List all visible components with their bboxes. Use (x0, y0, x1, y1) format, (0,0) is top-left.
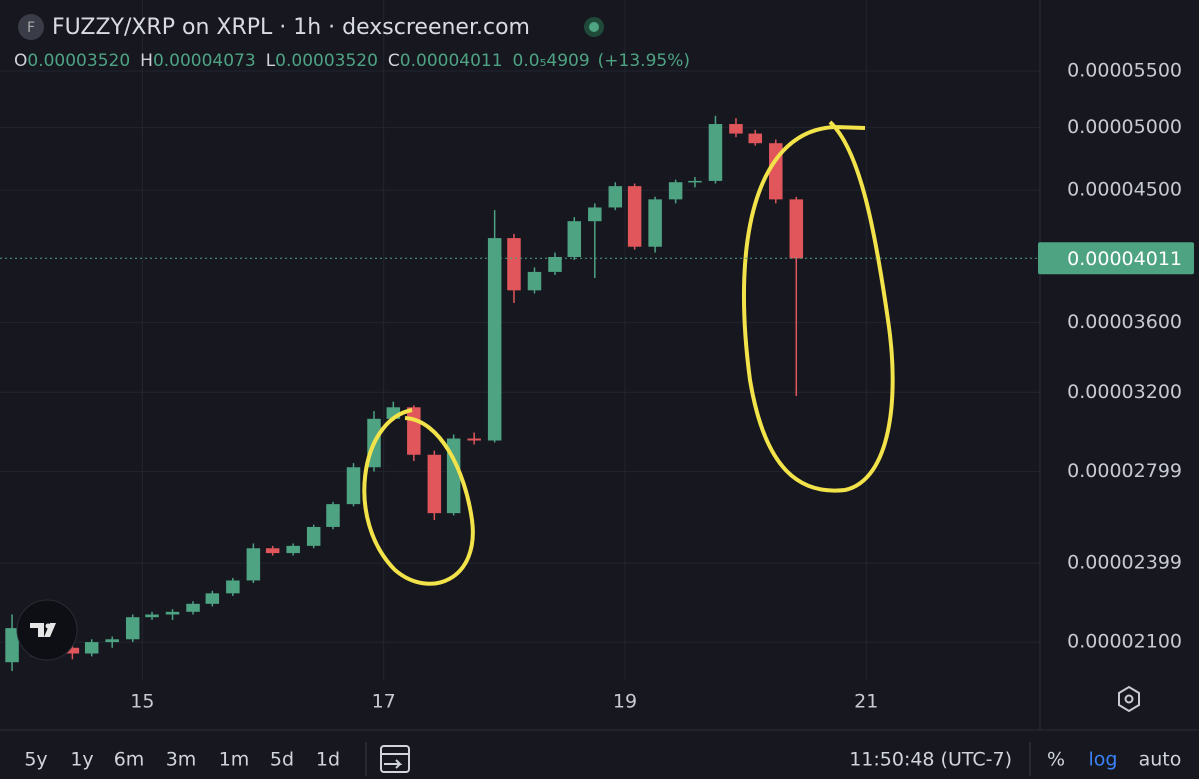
clock: 11:50:48 (UTC-7) (849, 749, 1012, 771)
candle-body (165, 611, 180, 615)
option-button[interactable]: % (1047, 749, 1065, 771)
x-tick-label: 15 (130, 691, 154, 713)
x-tick-label: 17 (372, 691, 396, 713)
y-tick-label: 0.00002100 (1067, 631, 1182, 653)
candle-body (326, 504, 340, 527)
candles (5, 115, 804, 672)
candle-body (729, 124, 743, 134)
candle-body (5, 628, 19, 663)
y-tick-label: 0.00005000 (1067, 116, 1182, 138)
calendar-icon[interactable] (380, 745, 410, 773)
range-button[interactable]: 1d (316, 749, 340, 771)
candle-body (668, 182, 683, 200)
change: 0.0₅4909 (513, 51, 590, 71)
change-pct: (+13.95%) (598, 51, 690, 71)
x-tick-label: 19 (613, 691, 637, 713)
candle-body (789, 199, 804, 259)
candle-body (407, 407, 421, 455)
ohlc-value: 0.00003520 (27, 51, 130, 71)
candle-body (125, 617, 140, 640)
candle-body (588, 207, 602, 222)
candle-body (186, 603, 200, 612)
range-button[interactable]: 3m (166, 749, 197, 771)
logo-letter: F (27, 20, 35, 36)
settings-icon-center (1124, 694, 1134, 704)
candle-body (226, 580, 240, 594)
toolbar: 5y 1y 6m 3m 1m 5d 1d 11:50:48 (UTC-7)% log auto (24, 749, 1181, 771)
range-button[interactable]: 1y (70, 749, 93, 771)
candle-body (487, 238, 502, 441)
candle-body (708, 124, 723, 181)
option-button[interactable]: log (1089, 749, 1118, 771)
candle-body (527, 271, 542, 291)
range-button[interactable]: 6m (114, 749, 145, 771)
y-tick-label: 0.00003600 (1067, 311, 1182, 333)
tv-logo-dot (45, 623, 51, 629)
y-tick-label: 0.00003200 (1067, 381, 1182, 403)
status-dot-inner (589, 22, 599, 32)
range-button[interactable]: 1m (219, 749, 250, 771)
y-tick-label: 0.00002799 (1067, 460, 1182, 482)
y-tick-label: 0.00004500 (1067, 179, 1182, 201)
candle-body (627, 186, 642, 247)
candle-body (105, 639, 119, 643)
ohlc-key: H (140, 51, 153, 71)
candle-body (567, 221, 582, 257)
last-price-box (1038, 242, 1194, 275)
ohlc-key: C (388, 51, 400, 71)
last-price-label: 0.00004011 (1067, 248, 1182, 270)
candle-body (205, 593, 220, 604)
y-tick-label: 0.00002399 (1067, 552, 1182, 574)
candle-body (65, 647, 80, 654)
candle-body (84, 642, 99, 654)
calendar-icon-arrow (384, 759, 403, 769)
grid (0, 0, 1040, 680)
candle-body (548, 256, 562, 272)
candle-body (688, 180, 702, 183)
ohlc-key: O (14, 51, 27, 71)
candle-body (748, 133, 763, 144)
candle-body (306, 526, 321, 546)
ohlc-value: 0.00004073 (153, 51, 256, 71)
settings-icon[interactable] (1118, 685, 1140, 713)
candle-body (265, 548, 280, 554)
logo (18, 14, 44, 40)
y-tick-label: 0.00005500 (1067, 60, 1182, 82)
ohlc-row: O0.00003520 H0.00004073 L0.00003520 C0.0000… (14, 51, 690, 71)
range-button[interactable]: 5y (24, 749, 47, 771)
candle-body (346, 467, 361, 505)
candle-body (427, 454, 442, 514)
candle-body (467, 438, 481, 441)
candle-body (246, 548, 261, 581)
ohlc-key: L (266, 51, 276, 71)
candle-body (145, 614, 159, 618)
range-button[interactable]: 5d (270, 749, 294, 771)
chart-title: FUZZY/XRP on XRPL · 1h · dexscreener.com (52, 15, 530, 40)
ohlc-value: 0.00003520 (275, 51, 378, 71)
ohlc-value: 0.00004011 (400, 51, 503, 71)
candle-body (648, 199, 662, 247)
annotation-circle (741, 120, 895, 493)
candle-body (286, 545, 300, 554)
x-tick-label: 21 (854, 691, 878, 713)
option-button[interactable]: auto (1139, 749, 1182, 771)
annotation-circle (362, 408, 475, 586)
candle-body (507, 238, 521, 291)
candle-body (386, 407, 401, 419)
candle-body (608, 186, 623, 208)
